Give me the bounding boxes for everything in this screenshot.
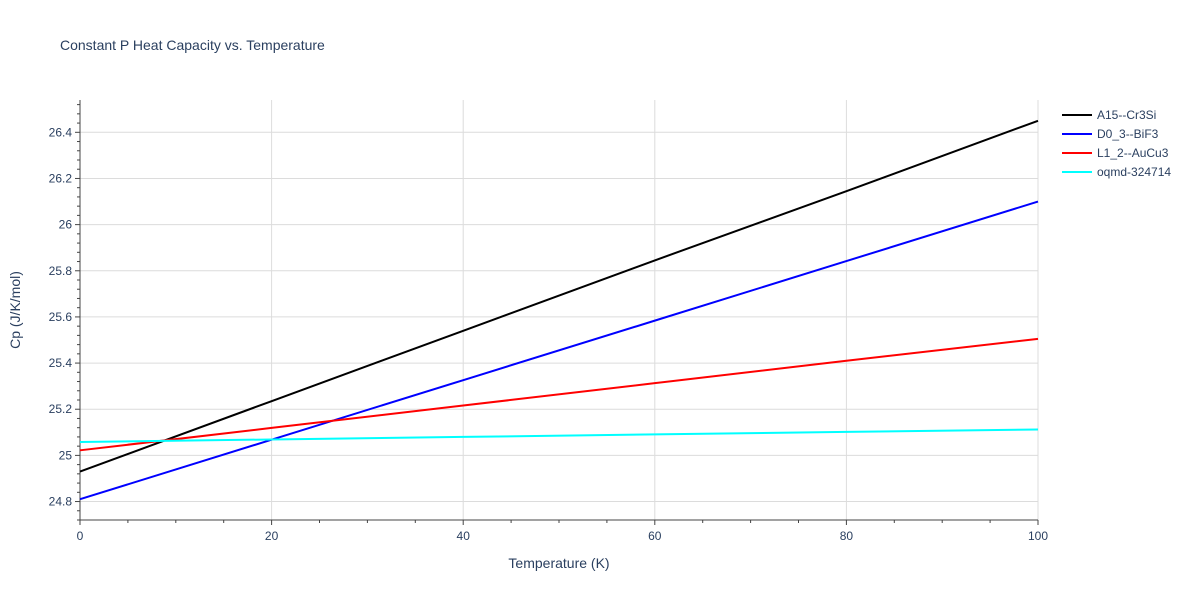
y-tick-label: 24.8	[49, 495, 73, 509]
x-tick-label: 60	[648, 529, 662, 543]
legend-label: D0_3--BiF3	[1097, 127, 1159, 141]
legend-label: oqmd-324714	[1097, 165, 1171, 179]
legend-item[interactable]: L1_2--AuCu3	[1062, 146, 1169, 160]
y-axis-title: Cp (J/K/mol)	[7, 271, 23, 349]
x-tick-label: 80	[840, 529, 854, 543]
x-tick-label: 20	[265, 529, 279, 543]
y-tick-label: 26.2	[49, 171, 73, 185]
y-tick-label: 25	[59, 448, 73, 462]
y-tick-label: 25.8	[49, 264, 73, 278]
legend-item[interactable]: A15--Cr3Si	[1062, 108, 1156, 122]
x-axis-title: Temperature (K)	[508, 555, 609, 571]
grid-layer	[80, 100, 1039, 520]
x-tick-label: 100	[1028, 529, 1048, 543]
y-tick-label: 25.6	[49, 310, 73, 324]
legend-item[interactable]: D0_3--BiF3	[1062, 127, 1159, 141]
legend-label: A15--Cr3Si	[1097, 108, 1156, 122]
y-tick-label: 25.2	[49, 402, 73, 416]
x-tick-label: 40	[457, 529, 471, 543]
series-line-oqmd-324714	[79, 428, 1039, 443]
legend-item[interactable]: oqmd-324714	[1062, 165, 1171, 179]
chart-title: Constant P Heat Capacity vs. Temperature	[60, 37, 325, 53]
series-line-L1_2--AuCu3	[79, 337, 1039, 452]
legend[interactable]: A15--Cr3Si D0_3--BiF3 L1_2--AuCu3 oqmd-3247…	[1062, 108, 1171, 179]
series-line-D0_3--BiF3	[79, 200, 1039, 501]
y-tick-label: 25.4	[49, 356, 73, 370]
series-layer	[79, 119, 1039, 501]
y-tick-label: 26.4	[49, 125, 73, 139]
y-tick-label: 26	[59, 218, 73, 232]
x-tick-label: 0	[77, 529, 84, 543]
axes-layer: 0 20 40 60 80 100 24.8 25 25.2 25.4 25.6 25.8 26 26.2…	[49, 100, 1048, 543]
series-line-A15--Cr3Si	[79, 119, 1039, 473]
legend-label: L1_2--AuCu3	[1097, 146, 1169, 160]
